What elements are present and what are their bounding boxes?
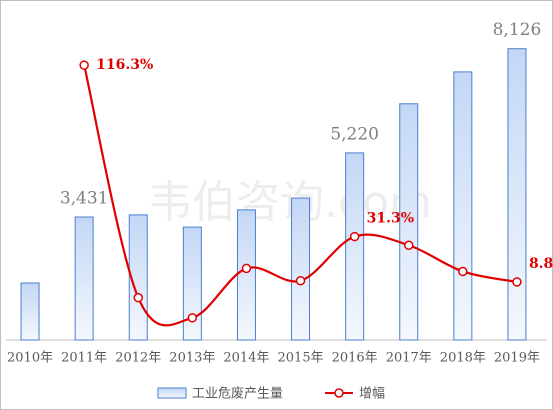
line-marker [295,275,306,286]
line-marker [349,231,360,242]
x-tick-label: 2015年 [278,351,324,366]
line-value-label: 8.8% [529,256,553,272]
x-tick-label: 2019年 [494,351,540,366]
x-tick-label: 2014年 [223,351,269,366]
line-value-label: 31.3% [367,211,414,227]
legend-swatch [334,388,344,398]
line [83,64,518,327]
line-marker [241,263,252,274]
x-tick-label: 2017年 [386,351,432,366]
bar [20,282,40,341]
bar [453,71,473,341]
legend-swatch [157,387,187,399]
line-value-label: 116.3% [96,57,153,73]
bar [236,209,256,341]
bar-value-label: 8,126 [493,20,542,40]
x-tick-label: 2016年 [332,351,378,366]
x-tick-label: 2013年 [169,351,215,366]
bar [399,103,419,341]
bar [182,226,202,341]
bar-value-label: 3,431 [60,189,109,209]
line-marker [404,240,414,250]
x-tick-label: 2018年 [440,351,486,366]
bar [291,197,311,341]
bar [345,152,365,341]
line-marker [79,60,89,70]
bar [74,216,94,341]
bar-value-label: 5,220 [330,124,379,144]
line-marker [512,277,522,287]
line-marker [458,266,468,277]
line-marker [187,313,198,323]
x-tick-label: 2010年 [7,351,53,366]
legend-label: 工业危废产生量 [192,385,283,400]
x-tick-label: 2012年 [115,351,161,366]
legend-label: 增幅 [359,385,385,400]
line-marker [133,292,143,303]
watermark: 韦伯咨询.com [148,177,432,228]
bar [507,48,527,341]
x-tick-label: 2011年 [61,351,107,366]
